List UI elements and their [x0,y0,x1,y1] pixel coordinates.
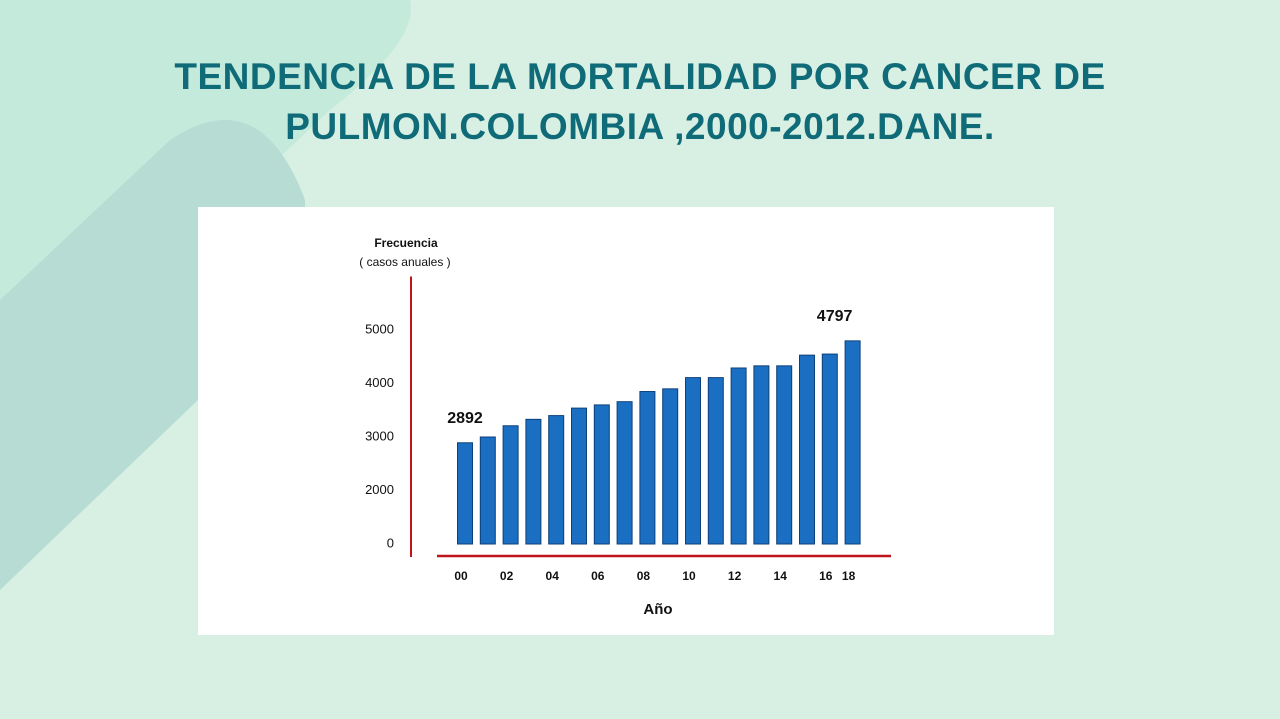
bar [685,377,701,545]
slide-title: TENDENCIA DE LA MORTALIDAD POR CANCER DE… [174,56,1106,147]
x-tick-label: 02 [500,569,514,583]
value-label: 4797 [817,308,853,325]
bar [639,391,656,545]
bar [457,442,473,545]
x-tick-label: 08 [637,569,651,583]
bar [753,365,770,545]
value-label: 2892 [447,410,483,427]
bar [525,418,542,545]
x-tick-label: 06 [591,569,605,583]
y-tick-label: 3000 [365,428,394,443]
y-axis-title: Frecuencia [374,236,438,250]
x-tick-label: 14 [774,569,788,583]
x-tick-label: 12 [728,569,742,583]
bar [479,436,496,545]
x-axis-title: Año [643,601,672,618]
bar [662,388,679,545]
deco-shape [0,120,305,590]
bar [707,377,724,545]
bar [502,425,519,545]
bar [730,367,747,545]
x-tick-label: 10 [682,569,696,583]
y-tick-label: 4000 [365,375,394,390]
bar [571,407,587,545]
x-tick-label: 16 [819,569,833,583]
bar [548,415,565,545]
y-tick-label: 5000 [365,321,394,336]
bar [799,354,815,545]
x-tick-label: 04 [546,569,560,583]
bar [616,401,633,545]
x-tick-label: 00 [454,569,468,583]
x-tick-label: 18 [842,569,856,583]
bar [776,365,793,545]
bar [821,353,838,545]
bar [593,404,610,545]
y-tick-label: 2000 [365,482,394,497]
y-axis-subtitle: ( casos anuales ) [359,255,450,269]
bar [844,340,861,545]
y-tick-label: 0 [387,535,394,550]
